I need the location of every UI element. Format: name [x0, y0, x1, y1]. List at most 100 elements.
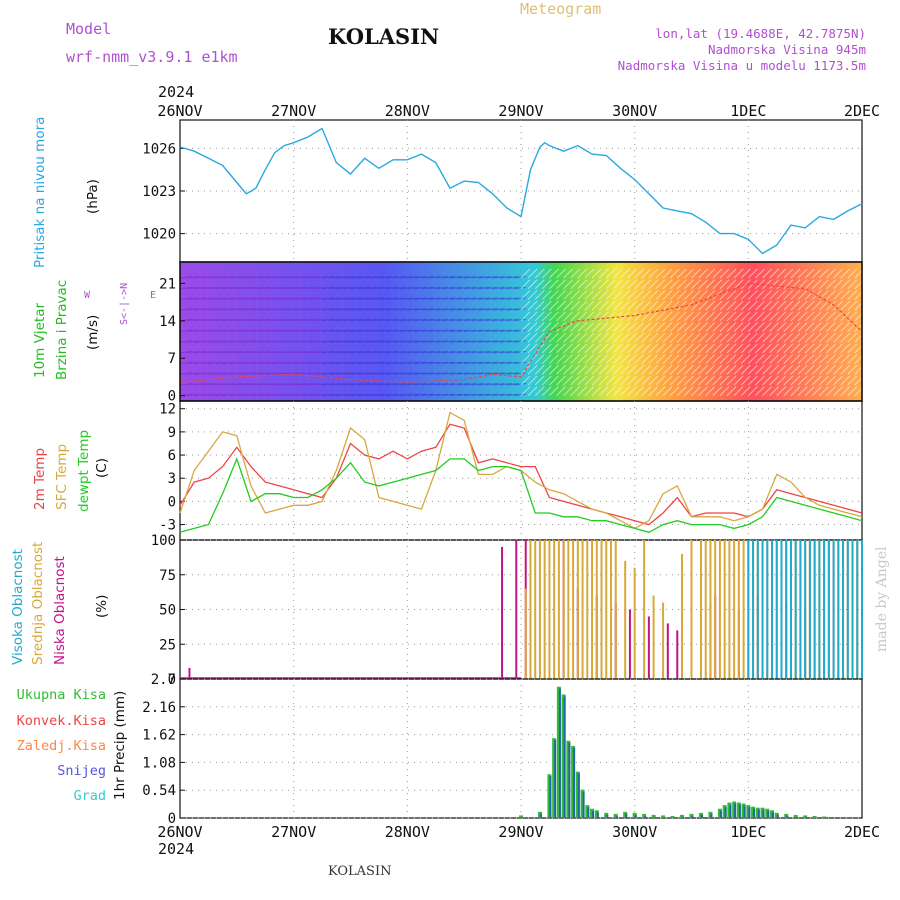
pressure-yticks: 1020 1023 1026 — [142, 141, 185, 243]
y-tick-label: 1.08 — [142, 755, 176, 771]
wind-arrow — [598, 375, 609, 386]
wind-arrow — [648, 364, 659, 375]
wind-arrow — [492, 393, 505, 397]
wind-arrow — [314, 308, 328, 311]
wind-arrow — [719, 300, 730, 311]
wind-arrow — [194, 393, 207, 397]
wind-arrow — [669, 354, 680, 364]
cloud-grid — [180, 539, 862, 680]
wind-arrow — [286, 297, 299, 300]
wind-arrow — [265, 393, 278, 397]
wind-arrow — [613, 300, 623, 311]
wind-label-1: 10m Vjetar — [32, 303, 48, 378]
wind-arrow — [215, 382, 228, 386]
wind-arrow — [471, 372, 484, 375]
wind-arrow — [272, 308, 285, 311]
wind-arrow — [740, 300, 751, 311]
wind-arrow — [698, 332, 708, 343]
wind-arrow — [634, 364, 645, 375]
wind-arrow — [506, 361, 519, 365]
wind-arrow — [243, 382, 256, 386]
wind-arrow — [755, 322, 765, 332]
wind-arrow — [499, 350, 512, 354]
wind-arrow — [478, 308, 491, 311]
wind-arrow — [811, 268, 822, 279]
wind-arrow — [605, 386, 616, 397]
wind-arrow — [570, 279, 581, 290]
wind-arrow — [499, 276, 512, 279]
wind-arrow — [371, 340, 384, 343]
pressure-panel: 1020 1023 1026 Pritisak na nivou mora (hPa… — [32, 117, 863, 268]
wind-arrow — [215, 350, 228, 354]
wind-arrow — [180, 308, 193, 311]
wind-arrow — [648, 290, 659, 300]
y-tick-label: -3 — [159, 518, 176, 534]
wind-arrow — [293, 318, 306, 322]
wind-arrow — [634, 375, 645, 386]
wind-arrow — [641, 343, 652, 354]
wind-arrow — [605, 322, 616, 332]
wind-arrow — [371, 393, 384, 397]
wind-arrow — [407, 382, 420, 386]
wind-arrow — [847, 332, 858, 343]
cloud-mid-bar — [728, 540, 731, 679]
wind-arrow — [307, 393, 320, 397]
wind-arrow — [364, 276, 377, 279]
wind-compass-ns: S<-|->N — [119, 283, 130, 325]
wind-arrow — [840, 322, 851, 332]
wind-arrow — [421, 340, 434, 343]
time-label-bottom: 26NOV — [157, 823, 202, 841]
wind-arrow — [194, 286, 207, 290]
wind-arrow — [393, 308, 406, 311]
wind-arrow — [236, 340, 249, 343]
wind-arrow — [691, 290, 701, 300]
wind-arrow — [826, 290, 836, 300]
wind-arrow — [840, 332, 851, 343]
precip-inner-bar — [805, 817, 808, 818]
wind-arrow — [428, 382, 441, 386]
wind-arrow — [506, 350, 519, 354]
precip-legend-frz: Zaledj.Kisa — [17, 738, 106, 754]
wind-arrow — [258, 308, 271, 311]
wind-arrow — [584, 332, 595, 343]
wind-arrow — [584, 343, 595, 354]
wind-arrow — [250, 361, 264, 365]
wind-arrow — [634, 332, 645, 343]
wind-arrow — [520, 300, 531, 311]
wind-arrow — [719, 386, 730, 397]
wind-arrow — [385, 350, 399, 354]
cloud-mid-bar — [643, 540, 646, 679]
precip-frame — [179, 678, 863, 819]
wind-arrow — [478, 361, 491, 365]
precip-inner-bar — [724, 807, 727, 818]
wind-arrow — [400, 361, 413, 365]
wind-arrow — [747, 322, 758, 332]
wind-arrow — [527, 343, 538, 354]
precip-inner-bar — [682, 816, 685, 818]
wind-arrow — [541, 343, 552, 354]
wind-arrow — [371, 329, 384, 332]
cloud-mid-bar — [614, 540, 617, 679]
wind-arrow — [180, 372, 193, 375]
wind-arrow — [222, 286, 235, 290]
wind-arrow — [371, 297, 384, 300]
wind-arrow — [676, 311, 687, 322]
wind-arrow — [194, 350, 207, 354]
wind-arrow — [833, 343, 843, 354]
wind-arrow — [712, 268, 723, 279]
wind-arrow — [833, 332, 843, 343]
wind-arrow — [840, 354, 851, 364]
wind-arrow — [258, 361, 271, 365]
wind-arrow — [385, 286, 399, 290]
wind-arrow — [705, 279, 716, 290]
model-label: Model — [66, 20, 111, 38]
wind-arrow — [833, 375, 843, 386]
wind-arrow — [343, 297, 356, 300]
wind-arrow — [598, 279, 609, 290]
wind-arrow — [776, 332, 787, 343]
wind-arrow — [428, 393, 441, 397]
wind-arrow — [414, 308, 427, 311]
wind-arrow — [662, 322, 673, 332]
wind-label-2: Brzina i Pravac — [54, 280, 70, 380]
wind-arrow — [201, 350, 214, 354]
